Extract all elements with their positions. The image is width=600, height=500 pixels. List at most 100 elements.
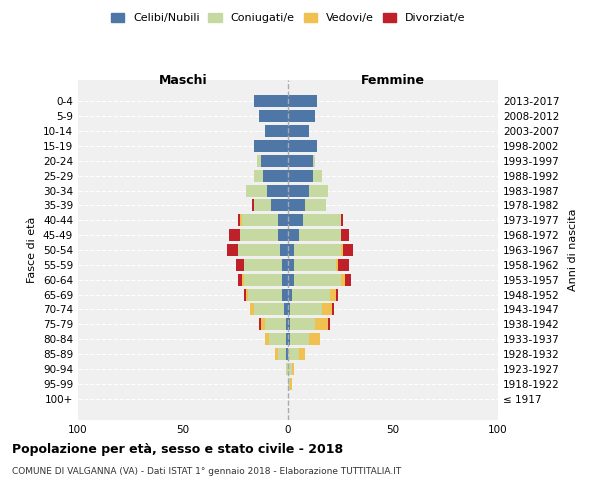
Bar <box>277 348 286 360</box>
Bar <box>246 288 248 300</box>
Bar <box>290 304 322 316</box>
Bar <box>295 259 337 271</box>
Bar <box>341 244 343 256</box>
Bar <box>227 244 238 256</box>
Bar <box>277 229 288 241</box>
Bar <box>288 229 299 241</box>
Bar <box>254 170 263 181</box>
Bar <box>265 318 286 330</box>
Bar <box>286 333 288 345</box>
Bar <box>343 244 353 256</box>
Bar <box>288 259 295 271</box>
Bar <box>288 288 292 300</box>
Bar <box>341 214 343 226</box>
Bar <box>238 274 242 285</box>
Bar <box>254 96 288 108</box>
Bar <box>290 333 309 345</box>
Bar <box>288 348 299 360</box>
Text: COMUNE DI VALGANNA (VA) - Dati ISTAT 1° gennaio 2018 - Elaborazione TUTTITALIA.I: COMUNE DI VALGANNA (VA) - Dati ISTAT 1° … <box>12 468 401 476</box>
Bar <box>259 110 288 122</box>
Bar <box>235 259 244 271</box>
Bar <box>238 244 280 256</box>
Bar <box>260 155 288 167</box>
Bar <box>286 318 288 330</box>
Legend: Celibi/Nubili, Coniugati/e, Vedovi/e, Divorziat/e: Celibi/Nubili, Coniugati/e, Vedovi/e, Di… <box>106 8 470 28</box>
Bar <box>275 348 277 360</box>
Bar <box>288 274 295 285</box>
Bar <box>288 333 290 345</box>
Bar <box>259 318 260 330</box>
Bar <box>244 259 282 271</box>
Bar <box>242 274 244 285</box>
Bar <box>250 304 254 316</box>
Bar <box>284 304 288 316</box>
Bar <box>288 318 290 330</box>
Bar <box>246 184 267 196</box>
Bar <box>299 229 341 241</box>
Bar <box>265 125 288 137</box>
Bar <box>254 200 271 211</box>
Bar <box>263 170 288 181</box>
Bar <box>248 288 282 300</box>
Bar <box>292 363 295 375</box>
Bar <box>288 170 313 181</box>
Bar <box>303 214 341 226</box>
Bar <box>305 200 326 211</box>
Bar <box>337 288 338 300</box>
Bar <box>328 318 330 330</box>
Bar <box>267 184 288 196</box>
Text: Femmine: Femmine <box>361 74 425 86</box>
Bar <box>345 274 351 285</box>
Bar <box>271 200 288 211</box>
Bar <box>288 184 309 196</box>
Bar <box>313 155 316 167</box>
Bar <box>332 304 334 316</box>
Bar <box>238 214 240 226</box>
Bar <box>288 110 316 122</box>
Bar <box>286 348 288 360</box>
Bar <box>254 140 288 152</box>
Bar <box>257 155 260 167</box>
Bar <box>269 333 286 345</box>
Bar <box>288 378 290 390</box>
Bar <box>341 229 349 241</box>
Bar <box>288 140 317 152</box>
Bar <box>288 96 317 108</box>
Bar <box>288 155 313 167</box>
Bar <box>282 288 288 300</box>
Bar <box>288 363 292 375</box>
Bar <box>288 214 303 226</box>
Y-axis label: Fasce di età: Fasce di età <box>28 217 37 283</box>
Bar <box>309 184 328 196</box>
Bar <box>322 304 332 316</box>
Bar <box>286 363 288 375</box>
Bar <box>295 274 341 285</box>
Bar <box>282 259 288 271</box>
Bar <box>338 259 349 271</box>
Bar <box>277 214 288 226</box>
Bar <box>282 274 288 285</box>
Bar <box>265 333 269 345</box>
Bar <box>252 200 254 211</box>
Bar <box>292 288 330 300</box>
Bar <box>288 125 309 137</box>
Bar <box>240 214 242 226</box>
Bar <box>229 229 240 241</box>
Text: Maschi: Maschi <box>158 74 208 86</box>
Bar <box>254 304 284 316</box>
Bar <box>244 274 282 285</box>
Bar <box>280 244 288 256</box>
Bar <box>341 274 344 285</box>
Bar <box>309 333 320 345</box>
Bar <box>290 318 316 330</box>
Text: Popolazione per età, sesso e stato civile - 2018: Popolazione per età, sesso e stato civil… <box>12 442 343 456</box>
Bar <box>240 229 277 241</box>
Bar <box>316 318 328 330</box>
Y-axis label: Anni di nascita: Anni di nascita <box>568 208 578 291</box>
Bar <box>260 318 265 330</box>
Bar <box>244 288 246 300</box>
Bar <box>330 288 337 300</box>
Bar <box>290 378 292 390</box>
Bar <box>299 348 305 360</box>
Bar <box>337 259 338 271</box>
